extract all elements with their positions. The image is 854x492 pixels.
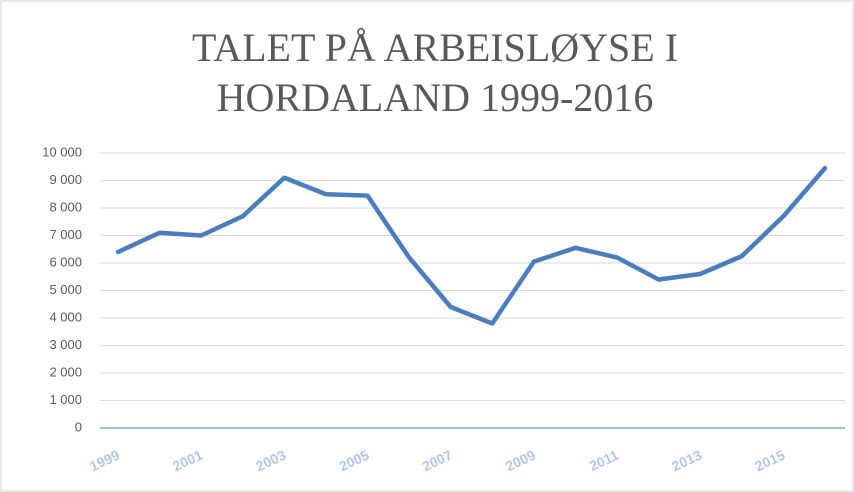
y-tick-label: 9 000	[49, 172, 82, 187]
chart-title: TALET PÅ ARBEISLØYSE I	[192, 25, 678, 70]
y-tick-label: 10 000	[42, 144, 82, 159]
y-tick-label: 5 000	[49, 282, 82, 297]
y-tick-label: 8 000	[49, 199, 82, 214]
data-line	[115, 165, 828, 326]
y-tick-label: 7 000	[49, 227, 82, 242]
y-tick-label: 0	[75, 419, 82, 434]
y-tick-label: 6 000	[49, 254, 82, 269]
chart-title: HORDALAND 1999-2016	[217, 75, 654, 120]
y-tick-label: 3 000	[49, 337, 82, 352]
y-tick-label: 1 000	[49, 392, 82, 407]
y-tick-label: 2 000	[49, 364, 82, 379]
y-tick-label: 4 000	[49, 309, 82, 324]
